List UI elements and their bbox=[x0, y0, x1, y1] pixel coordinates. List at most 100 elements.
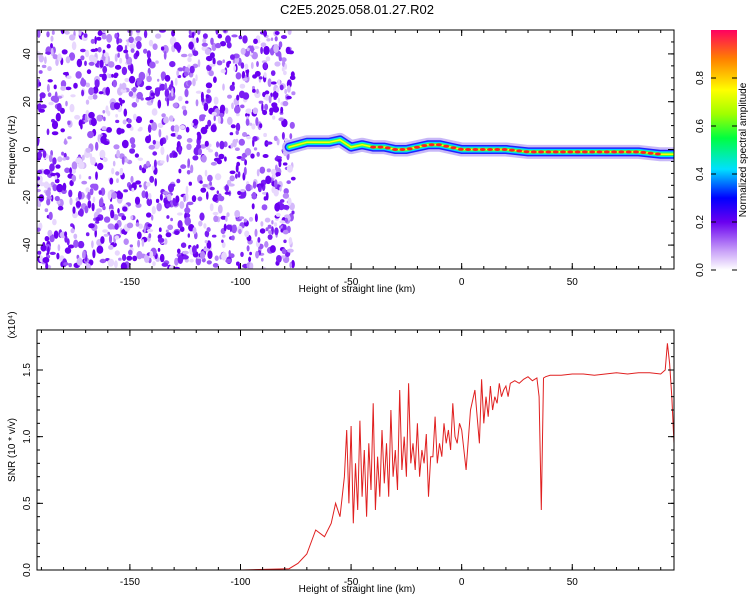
noise-speckle bbox=[270, 70, 276, 76]
noise-speckle bbox=[226, 41, 232, 49]
noise-speckle bbox=[45, 262, 49, 269]
noise-speckle bbox=[189, 65, 195, 74]
noise-speckle bbox=[291, 260, 295, 269]
noise-speckle bbox=[281, 66, 285, 72]
colorbar-gradient bbox=[711, 30, 737, 270]
noise-speckle bbox=[275, 87, 280, 93]
signal-hot-spot bbox=[370, 145, 377, 149]
noise-speckle bbox=[237, 171, 241, 178]
noise-speckle bbox=[54, 175, 58, 180]
noise-speckle bbox=[151, 121, 158, 131]
noise-speckle bbox=[284, 217, 288, 223]
noise-speckle bbox=[40, 244, 47, 252]
spectrogram-panel: -150 -100 -50 0 50 -40 -20 0 20 40 Height of str… bbox=[7, 29, 675, 295]
noise-speckle bbox=[275, 172, 281, 177]
noise-speckle bbox=[225, 35, 231, 44]
noise-speckle bbox=[290, 71, 295, 78]
signal-hot-spot bbox=[611, 150, 618, 154]
noise-speckle bbox=[236, 161, 241, 167]
noise-speckle bbox=[95, 220, 100, 224]
noise-speckle bbox=[177, 255, 184, 264]
noise-speckle bbox=[171, 88, 174, 97]
noise-speckle bbox=[205, 82, 213, 89]
noise-speckle bbox=[280, 106, 284, 114]
noise-speckle bbox=[152, 261, 156, 267]
noise-speckle bbox=[62, 72, 69, 76]
noise-speckle bbox=[98, 198, 104, 207]
noise-speckle bbox=[281, 57, 287, 63]
spectrogram-x-tick-label-2: -50 bbox=[344, 277, 359, 288]
noise-speckle bbox=[250, 45, 255, 53]
noise-speckle bbox=[115, 171, 120, 176]
noise-speckle bbox=[164, 82, 168, 91]
noise-speckle bbox=[177, 95, 183, 102]
noise-speckle bbox=[240, 47, 246, 55]
noise-speckle bbox=[67, 120, 71, 126]
noise-speckle bbox=[229, 175, 235, 182]
noise-speckle bbox=[199, 114, 206, 118]
noise-speckle bbox=[185, 185, 189, 194]
noise-speckle bbox=[97, 46, 102, 53]
noise-speckle bbox=[279, 199, 285, 203]
noise-speckle bbox=[223, 30, 227, 33]
noise-speckle bbox=[275, 164, 278, 172]
noise-speckle bbox=[160, 160, 165, 164]
snr-y-tick-label-2: 1.0 bbox=[22, 429, 33, 443]
noise-speckle bbox=[165, 229, 169, 233]
noise-speckle bbox=[290, 176, 296, 181]
noise-speckle bbox=[197, 59, 201, 68]
noise-speckle bbox=[87, 95, 94, 100]
noise-speckle bbox=[261, 103, 264, 112]
noise-speckle bbox=[245, 118, 250, 127]
noise-speckle bbox=[274, 202, 281, 212]
noise-speckle bbox=[136, 80, 140, 86]
noise-speckle bbox=[209, 52, 215, 59]
noise-speckle bbox=[119, 128, 125, 134]
noise-speckle bbox=[250, 62, 254, 69]
noise-speckle bbox=[50, 47, 54, 57]
noise-speckle bbox=[252, 136, 258, 142]
noise-speckle bbox=[219, 41, 227, 47]
noise-speckle bbox=[110, 209, 115, 219]
noise-speckle bbox=[47, 79, 53, 83]
noise-speckle bbox=[63, 152, 67, 159]
noise-speckle bbox=[276, 255, 282, 263]
noise-speckle bbox=[138, 184, 142, 188]
noise-speckle bbox=[284, 214, 291, 219]
noise-speckle bbox=[283, 70, 287, 76]
noise-speckle bbox=[75, 71, 82, 79]
noise-speckle bbox=[107, 259, 115, 267]
noise-speckle bbox=[251, 51, 258, 60]
noise-speckle bbox=[271, 220, 274, 225]
noise-speckle bbox=[159, 30, 166, 33]
noise-speckle bbox=[279, 186, 282, 192]
noise-speckle bbox=[170, 217, 174, 222]
noise-speckle bbox=[76, 58, 83, 68]
noise-speckle bbox=[218, 153, 225, 160]
noise-speckle bbox=[117, 52, 120, 58]
noise-speckle bbox=[231, 102, 234, 110]
snr-x-tick-label-1: -100 bbox=[230, 577, 250, 588]
noise-speckle bbox=[147, 223, 152, 228]
noise-speckle bbox=[282, 100, 289, 107]
noise-speckle bbox=[278, 117, 284, 122]
noise-speckle bbox=[129, 137, 136, 145]
noise-speckle bbox=[123, 108, 128, 117]
noise-speckle bbox=[101, 126, 107, 131]
noise-speckle bbox=[206, 64, 212, 72]
noise-speckle bbox=[157, 78, 160, 82]
noise-speckle bbox=[200, 187, 207, 193]
noise-speckle bbox=[220, 215, 227, 220]
noise-speckle bbox=[138, 126, 143, 131]
noise-speckle bbox=[209, 181, 213, 186]
snr-x-tick-label-3: 0 bbox=[459, 577, 465, 588]
noise-speckle bbox=[189, 258, 194, 263]
noise-speckle bbox=[196, 244, 199, 249]
noise-speckle bbox=[266, 141, 273, 145]
noise-speckle bbox=[119, 57, 123, 64]
noise-speckle bbox=[85, 232, 90, 237]
signal-hot-spot bbox=[479, 148, 486, 151]
colorbar-tick-label-1: 0.2 bbox=[695, 215, 706, 229]
noise-speckle bbox=[37, 227, 41, 232]
noise-speckle bbox=[242, 35, 248, 44]
